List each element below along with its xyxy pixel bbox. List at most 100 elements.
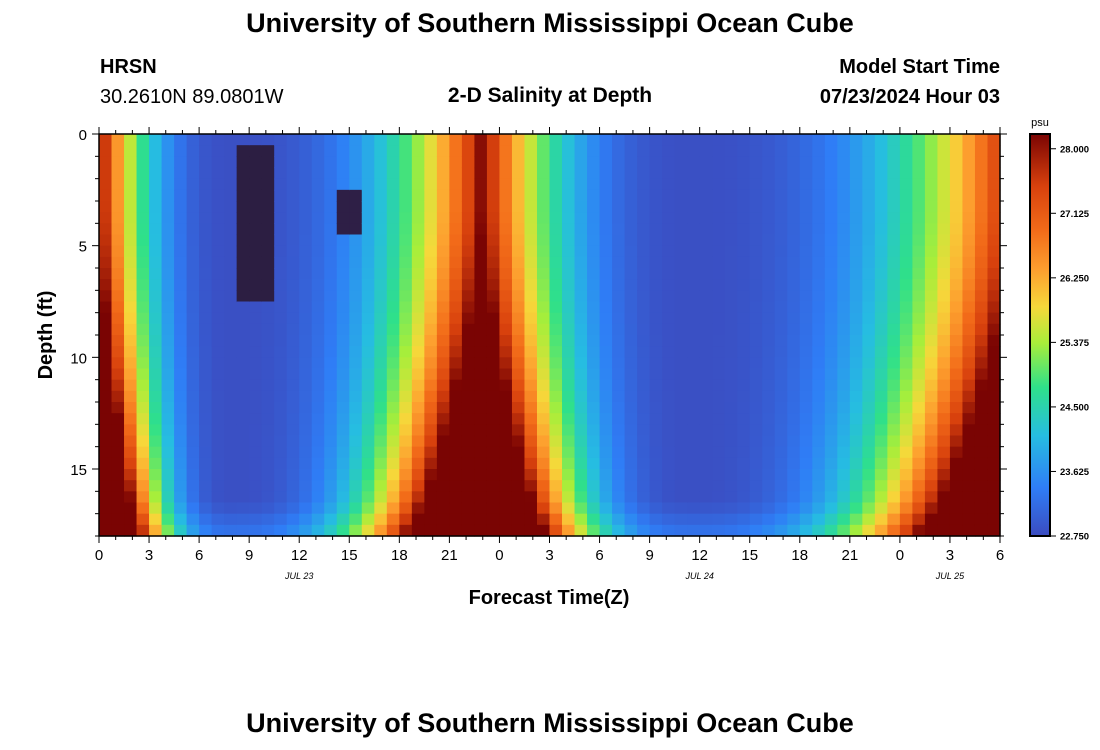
heatmap-cell bbox=[99, 435, 113, 448]
heatmap-cell bbox=[124, 457, 138, 470]
heatmap-cell bbox=[962, 134, 976, 146]
heatmap-cell bbox=[812, 413, 826, 425]
heatmap-cell bbox=[637, 134, 651, 146]
heatmap-cell bbox=[874, 346, 888, 358]
heatmap-cell bbox=[549, 480, 563, 492]
heatmap-cell bbox=[386, 357, 400, 370]
heatmap-cell bbox=[436, 446, 450, 459]
heatmap-cell bbox=[887, 256, 901, 269]
heatmap-cell bbox=[511, 335, 526, 347]
heatmap-cell bbox=[649, 435, 663, 448]
heatmap-cell bbox=[749, 457, 763, 470]
heatmap-cell bbox=[524, 234, 538, 247]
heatmap-cell bbox=[399, 513, 413, 526]
heatmap-cell bbox=[224, 480, 238, 492]
heatmap-cell bbox=[149, 301, 163, 314]
heatmap-cell bbox=[787, 502, 801, 515]
heatmap-cell bbox=[224, 357, 238, 370]
heatmap-cell bbox=[774, 145, 788, 157]
heatmap-cell bbox=[812, 245, 826, 258]
heatmap-cell bbox=[249, 245, 263, 258]
heatmap-cell bbox=[774, 201, 788, 213]
heatmap-cell bbox=[99, 223, 113, 236]
heatmap-cell bbox=[161, 189, 175, 202]
heatmap-cell bbox=[199, 502, 213, 515]
heatmap-cell bbox=[912, 402, 926, 414]
heatmap-cell bbox=[536, 491, 551, 504]
heatmap-cell bbox=[749, 189, 763, 202]
heatmap-cell bbox=[374, 368, 388, 381]
heatmap-cell bbox=[111, 245, 125, 258]
heatmap-cell bbox=[174, 502, 188, 515]
heatmap-cell bbox=[824, 379, 838, 392]
heatmap-cell bbox=[224, 413, 238, 425]
heatmap-cell bbox=[562, 524, 576, 537]
heatmap-cell bbox=[862, 256, 876, 269]
heatmap-cell bbox=[436, 480, 450, 492]
heatmap-cell bbox=[349, 446, 363, 459]
heatmap-cell bbox=[924, 346, 939, 358]
heatmap-cell bbox=[562, 491, 576, 504]
heatmap-cell bbox=[874, 256, 888, 269]
heatmap-cell bbox=[336, 491, 350, 504]
heatmap-cell bbox=[136, 279, 150, 291]
heatmap-cell bbox=[637, 178, 651, 191]
heatmap-cell bbox=[111, 290, 125, 303]
heatmap-cell bbox=[824, 234, 838, 247]
heatmap-cell bbox=[274, 457, 288, 470]
heatmap-cell bbox=[399, 279, 413, 291]
heatmap-cell bbox=[336, 234, 350, 247]
heatmap-cell bbox=[712, 212, 726, 224]
heatmap-cell bbox=[937, 223, 951, 236]
heatmap-cell bbox=[361, 390, 375, 403]
heatmap-cell bbox=[474, 212, 488, 224]
heatmap-cell bbox=[536, 480, 551, 492]
heatmap-cell bbox=[862, 234, 876, 247]
heatmap-cell bbox=[587, 134, 601, 146]
heatmap-cell bbox=[524, 212, 538, 224]
heatmap-cell bbox=[749, 178, 763, 191]
heatmap-cell bbox=[111, 390, 125, 403]
heatmap-cell bbox=[324, 268, 338, 280]
heatmap-cell bbox=[837, 167, 851, 180]
x-tick-label: 0 bbox=[896, 547, 904, 564]
heatmap-cell bbox=[749, 335, 763, 347]
heatmap-cell bbox=[274, 234, 288, 247]
heatmap-cell bbox=[361, 245, 375, 258]
heatmap-cell bbox=[649, 379, 663, 392]
heatmap-cell bbox=[486, 357, 501, 370]
heatmap-cell bbox=[899, 256, 913, 269]
heatmap-cell bbox=[174, 379, 188, 392]
heatmap-cell bbox=[949, 368, 964, 381]
heatmap-cell bbox=[874, 379, 888, 392]
heatmap-cell bbox=[111, 268, 125, 280]
heatmap-cell bbox=[149, 390, 163, 403]
heatmap-cell bbox=[524, 346, 538, 358]
heatmap-cell bbox=[474, 189, 488, 202]
heatmap-cell bbox=[812, 189, 826, 202]
heatmap-cell bbox=[849, 413, 863, 425]
heatmap-cell bbox=[799, 435, 813, 448]
heatmap-cell bbox=[174, 301, 188, 314]
heatmap-cell bbox=[774, 167, 788, 180]
heatmap-cell bbox=[824, 301, 838, 314]
heatmap-cell bbox=[411, 167, 425, 180]
heatmap-cell bbox=[149, 524, 163, 537]
heatmap-cell bbox=[336, 402, 350, 414]
heatmap-cell bbox=[474, 301, 488, 314]
heatmap-cell bbox=[474, 480, 488, 492]
heatmap-cell bbox=[311, 513, 325, 526]
heatmap-cell bbox=[186, 256, 200, 269]
heatmap-cell bbox=[549, 268, 563, 280]
heatmap-cell bbox=[499, 335, 513, 347]
heatmap-cell bbox=[524, 491, 538, 504]
heatmap-cell bbox=[224, 189, 238, 202]
heatmap-cell bbox=[299, 212, 313, 224]
heatmap-cell bbox=[474, 134, 488, 146]
heatmap-cell bbox=[662, 301, 676, 314]
heatmap-cell bbox=[849, 480, 863, 492]
heatmap-cell bbox=[336, 279, 350, 291]
heatmap-cell bbox=[449, 156, 463, 169]
heatmap-cell bbox=[336, 156, 350, 169]
heatmap-cell bbox=[299, 223, 313, 236]
